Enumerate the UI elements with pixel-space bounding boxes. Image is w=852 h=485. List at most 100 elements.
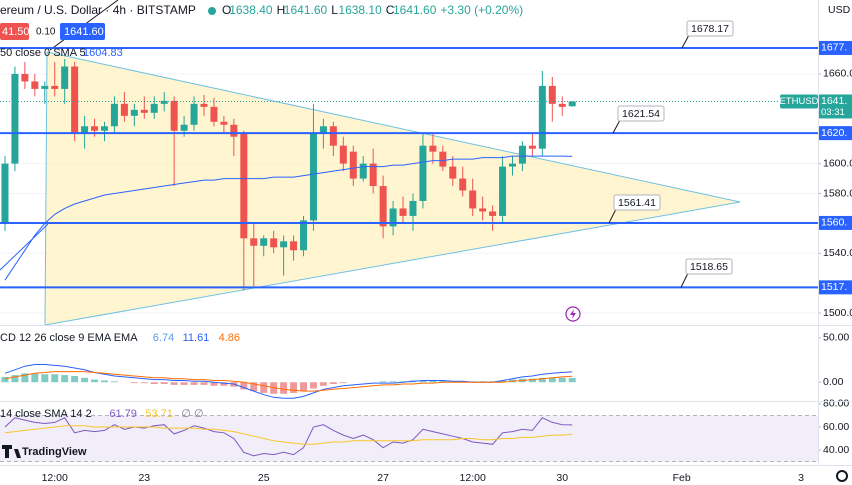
indicator-legend: 14 close SMA 14 2 xyxy=(0,408,92,420)
countdown: 03:31 xyxy=(821,107,845,118)
candle-body xyxy=(11,73,19,164)
indicator-line xyxy=(4,371,573,392)
callout-leader xyxy=(681,34,690,49)
candle-body xyxy=(439,151,447,167)
ohlc-value: 1641.60 xyxy=(284,3,328,17)
candle-body xyxy=(240,133,248,239)
candle-body xyxy=(270,238,278,248)
callout-text: 1518.65 xyxy=(690,261,728,273)
candle-body xyxy=(31,81,39,89)
rsi-pane xyxy=(0,414,818,463)
indicator-value: 6.74 xyxy=(153,332,174,344)
x-tick-label: 25 xyxy=(258,472,270,484)
x-tick-label: 12:00 xyxy=(42,472,68,484)
indicator-value: 1604.83 xyxy=(83,47,123,59)
y-tick-label: 40.00 xyxy=(823,444,849,456)
candle-body xyxy=(290,241,298,251)
macd-pane xyxy=(1,364,576,399)
price-pane: 1678.17 1621.54 1561.41 1518.65 xyxy=(0,0,818,325)
histogram-bar xyxy=(21,373,29,383)
histogram-bar xyxy=(91,379,99,383)
histogram-bar xyxy=(250,382,258,392)
candle-body xyxy=(180,124,188,131)
x-tick-label: 12:00 xyxy=(460,472,486,484)
y-tick-label: 60.00 xyxy=(823,421,849,433)
histogram-bar xyxy=(280,382,288,394)
event-icon[interactable] xyxy=(565,306,581,322)
candle-body xyxy=(419,145,427,201)
candle-body xyxy=(538,85,546,149)
candle-body xyxy=(459,178,467,191)
histogram-bar xyxy=(419,380,427,383)
trend-line xyxy=(0,223,49,271)
symbol-title: ereum / U.S. Dollar · 4h · BITSTAMP xyxy=(0,3,196,17)
histogram-bar xyxy=(290,382,298,393)
candle-body xyxy=(300,220,308,251)
candle-body xyxy=(51,85,59,89)
y-tick-label: 1600.00 xyxy=(823,157,852,169)
buy-price[interactable]: 1641.60 xyxy=(64,26,104,38)
candle-body xyxy=(449,166,457,179)
x-tick-label: 27 xyxy=(377,472,389,484)
candle-body xyxy=(200,103,208,107)
candle-body xyxy=(110,103,118,127)
candle-body xyxy=(280,241,288,248)
candle-body xyxy=(170,100,178,131)
histogram-bar xyxy=(339,382,347,384)
settings-icon[interactable] xyxy=(836,470,848,482)
histogram-bar xyxy=(110,381,118,383)
currency: USD xyxy=(828,4,851,16)
candle-body xyxy=(369,163,377,187)
ohlc-label: L xyxy=(331,3,338,17)
y-tick-label: 80.00 xyxy=(823,398,849,410)
histogram-bar xyxy=(309,382,317,389)
histogram-bar xyxy=(170,382,178,385)
histogram-bar xyxy=(499,380,507,383)
event-icon-bolt xyxy=(570,309,576,319)
histogram-bar xyxy=(200,382,208,385)
histogram-bar xyxy=(319,382,327,386)
candle-body xyxy=(81,126,89,134)
buy-button[interactable] xyxy=(60,23,105,40)
histogram-bar xyxy=(538,377,546,383)
histogram-bar xyxy=(300,382,308,392)
x-tick-label: Feb xyxy=(673,472,691,484)
candle-body xyxy=(349,151,357,179)
candle-body xyxy=(528,145,536,149)
callout-box xyxy=(685,258,733,275)
candle-body xyxy=(508,163,516,167)
change: +3.30 (+0.20%) xyxy=(440,3,523,17)
logo[interactable]: TradingView xyxy=(2,445,87,458)
histogram-bar xyxy=(439,380,447,383)
market-status xyxy=(208,7,216,15)
y-tick-label: 1580.00 xyxy=(823,187,852,199)
logo-text: TradingView xyxy=(22,446,87,458)
ohlc-label: H xyxy=(277,3,286,17)
candle-body xyxy=(399,208,407,216)
indicator-line xyxy=(4,425,573,445)
y-tick-label: 1540.00 xyxy=(823,247,852,259)
level-label: 1620. xyxy=(821,127,847,139)
candle-body xyxy=(91,126,99,131)
callout-text: 1621.54 xyxy=(622,108,660,120)
histogram-bar xyxy=(568,377,576,383)
indicator-value: 4.86 xyxy=(219,332,240,344)
price-label: 1641. xyxy=(821,95,847,107)
histogram-bar xyxy=(389,381,397,383)
callout-box xyxy=(617,105,665,122)
sell-price[interactable]: 41.50 xyxy=(2,26,30,38)
callout-text: 1561.41 xyxy=(618,197,656,209)
callout-text: 1678.17 xyxy=(691,23,729,35)
callout-leader xyxy=(612,119,621,134)
candle-body xyxy=(230,124,238,137)
callout-box xyxy=(686,20,734,37)
x-tick-label: 30 xyxy=(556,472,568,484)
ohlc-value: 1638.40 xyxy=(229,3,273,17)
callout-leader xyxy=(680,272,689,288)
histogram-bar xyxy=(150,382,158,385)
candle-body xyxy=(329,126,337,146)
histogram-bar xyxy=(31,373,39,383)
sell-button[interactable] xyxy=(0,23,29,40)
